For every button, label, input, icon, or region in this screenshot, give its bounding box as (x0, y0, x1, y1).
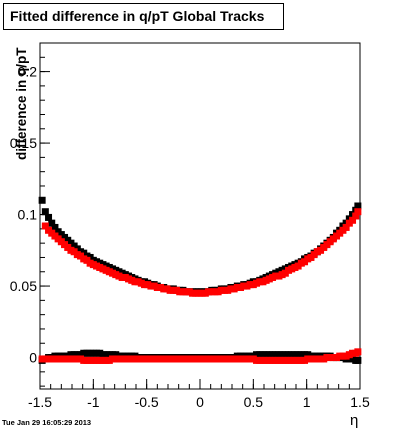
data-point (354, 202, 362, 210)
x-tick-label: 1.5 (350, 394, 370, 410)
x-axis-label: η (350, 412, 359, 429)
x-tick-label: -1 (87, 394, 100, 410)
data-point (48, 219, 56, 227)
data-point (349, 216, 357, 224)
timestamp: Tue Jan 29 16:05:29 2013 (2, 418, 92, 427)
data-point (354, 356, 362, 364)
data-point (342, 223, 350, 231)
frame (39, 42, 361, 390)
x-tick-label: 0.5 (244, 394, 264, 410)
y-tick-label: 0.15 (10, 135, 37, 151)
data-point (354, 348, 362, 356)
x-tick-label: 0 (196, 394, 204, 410)
data-point (51, 223, 59, 231)
y-tick-label: 0.05 (10, 278, 37, 294)
data-point (352, 212, 360, 220)
y-axis-label: difference in q/pT (14, 47, 29, 160)
data-point (354, 208, 362, 216)
data-point (45, 213, 53, 221)
x-tick-label: -1.5 (28, 394, 52, 410)
data-point (38, 196, 46, 204)
axes: -1.5 -1 -0.5 0 0.5 1 1.5 0 0.05 0.1 0.15 0.2 (10, 42, 370, 410)
data-points (38, 196, 362, 364)
y-tick-label: 0 (29, 350, 37, 366)
data-point (41, 208, 49, 216)
y-tick-label: 0.1 (18, 207, 38, 223)
x-tick-label: -0.5 (135, 394, 159, 410)
y-tick-label: 0.2 (18, 64, 38, 80)
data-point (41, 222, 49, 230)
chart-title: Fitted difference in q/pT Global Tracks (3, 3, 284, 30)
x-tick-label: 1 (303, 394, 311, 410)
